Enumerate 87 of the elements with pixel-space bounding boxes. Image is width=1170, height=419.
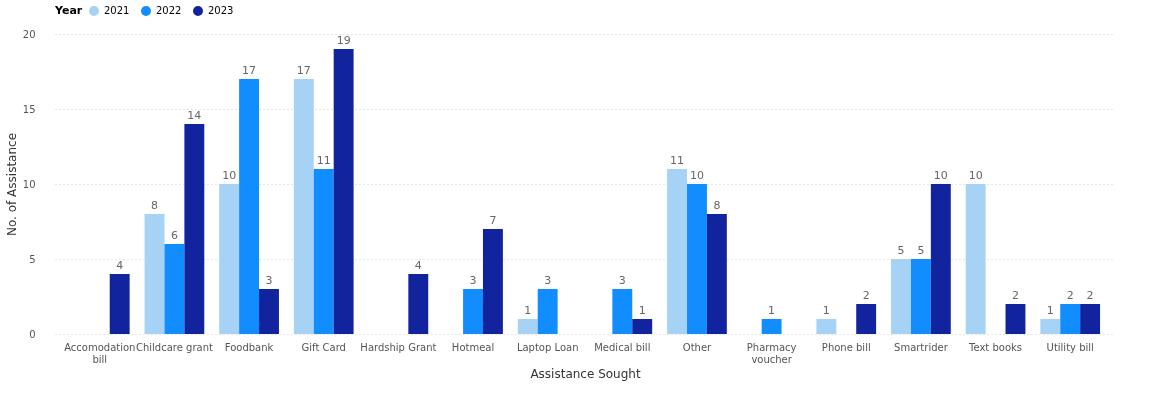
data-label: 11 (316, 154, 331, 167)
bar (761, 319, 782, 334)
y-tick-label: 10 (22, 178, 36, 190)
data-label: 2 (1011, 289, 1019, 302)
legend-label: 2023 (208, 5, 234, 16)
bar (687, 184, 707, 334)
x-tick-label: Medical bill (594, 341, 651, 353)
bar (856, 304, 877, 334)
data-label: 6 (170, 229, 178, 242)
bar (706, 214, 727, 334)
bar (632, 319, 653, 334)
data-label: 3 (469, 274, 477, 287)
bar (1080, 304, 1101, 334)
y-tick-label: 0 (29, 328, 36, 340)
data-label: 7 (489, 214, 497, 227)
bar (537, 289, 558, 334)
legend-label: 2021 (104, 5, 130, 16)
bar (667, 169, 688, 334)
bar (910, 259, 931, 334)
bar (293, 79, 314, 334)
data-label: 17 (296, 64, 311, 77)
data-label: 2 (1066, 289, 1074, 302)
x-tick-label: Laptop Loan (516, 341, 579, 353)
bar (184, 124, 205, 334)
data-label: 17 (242, 64, 257, 77)
bar (109, 274, 130, 334)
bar (965, 184, 986, 334)
y-tick-label: 5 (29, 253, 36, 265)
data-label: 10 (689, 169, 704, 182)
bar (333, 49, 354, 334)
data-label: 8 (713, 199, 721, 212)
data-label: 5 (917, 244, 925, 257)
data-label: 4 (414, 259, 422, 272)
data-label: 3 (618, 274, 626, 287)
data-label: 5 (897, 244, 905, 257)
data-label: 11 (670, 154, 685, 167)
x-tick-label: Childcare grant (135, 341, 213, 353)
x-tick-label: Foodbank (224, 341, 274, 353)
data-label: 2 (862, 289, 870, 302)
data-label: 3 (265, 274, 273, 287)
bar (144, 214, 165, 334)
bar (517, 319, 538, 334)
data-label: 1 (822, 304, 830, 317)
bar (259, 289, 279, 334)
data-label: 10 (222, 169, 237, 182)
x-tick-label: Smartrider (894, 341, 949, 353)
x-tick-label: Other (682, 341, 713, 353)
bar (816, 319, 837, 334)
data-label: 2 (1086, 289, 1094, 302)
bar (164, 244, 185, 334)
x-tick-label: Accomodation bill (64, 341, 136, 365)
x-tick-label: Gift Card (301, 341, 346, 353)
bar (1040, 319, 1061, 334)
y-tick-label: 20 (22, 28, 36, 40)
bar (239, 79, 260, 334)
x-tick-label: Utility bill (1046, 341, 1094, 353)
data-label: 8 (151, 199, 159, 212)
data-label: 1 (524, 304, 532, 317)
bar (313, 169, 334, 334)
legend-label: 2022 (156, 5, 182, 16)
y-axis-title: No. of Assistance (4, 132, 19, 237)
x-tick-label: Hotmeal (451, 341, 495, 353)
bar (463, 289, 483, 334)
bar (891, 259, 911, 334)
bar (482, 229, 503, 334)
x-axis-title: Assistance Sought (530, 366, 641, 381)
bar (1005, 304, 1026, 334)
data-label: 10 (933, 169, 948, 182)
data-label: 19 (336, 34, 351, 47)
legend-title: Year (54, 4, 83, 17)
bar (219, 184, 240, 334)
x-tick-label: Pharmacy voucher (746, 341, 797, 365)
x-tick-label: Phone bill (821, 341, 871, 353)
bar (408, 274, 429, 334)
x-tick-label: Hardship Grant (360, 341, 437, 353)
data-label: 1 (638, 304, 646, 317)
bar (1060, 304, 1081, 334)
x-tick-label: Text books (968, 341, 1023, 353)
bar (612, 289, 633, 334)
data-label: 1 (768, 304, 776, 317)
data-label: 10 (968, 169, 983, 182)
data-label: 1 (1046, 304, 1054, 317)
data-label: 14 (187, 109, 202, 122)
data-label: 3 (544, 274, 552, 287)
bar (930, 184, 951, 334)
y-tick-label: 15 (22, 103, 36, 115)
data-label: 4 (116, 259, 124, 272)
